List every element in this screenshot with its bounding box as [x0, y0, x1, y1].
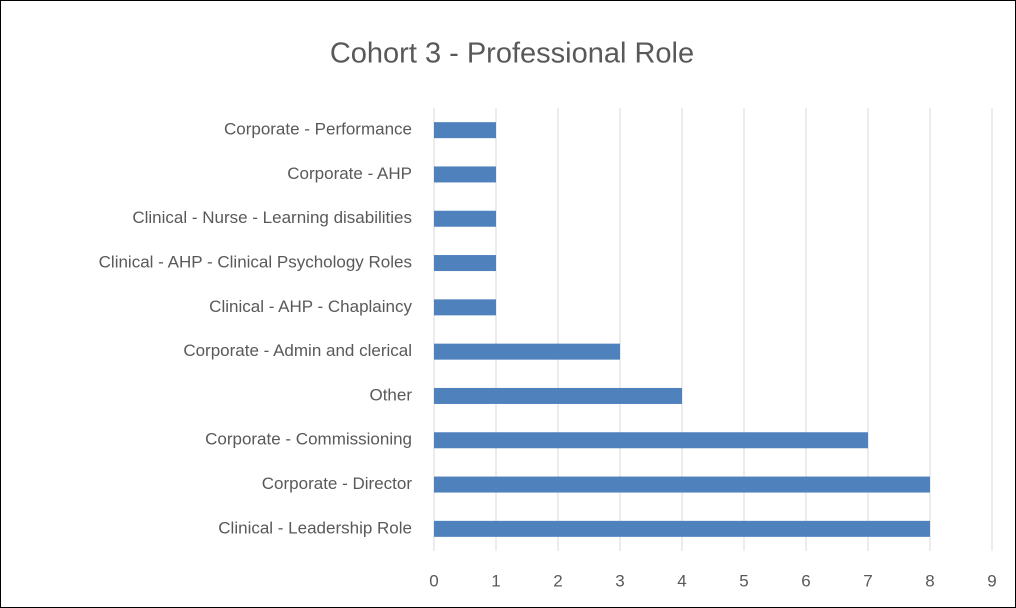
bar [434, 387, 682, 404]
y-tick-label: Clinical - AHP - Chaplaincy [209, 297, 412, 316]
x-tick-label: 4 [677, 571, 686, 590]
x-tick-label: 1 [491, 571, 500, 590]
y-tick-label: Corporate - Commissioning [205, 430, 412, 449]
y-tick-label: Clinical - Nurse - Learning disabilities [132, 208, 412, 227]
bar [434, 476, 930, 493]
y-tick-label: Corporate - Director [262, 474, 413, 493]
x-tick-label: 5 [739, 571, 748, 590]
bar [434, 166, 496, 183]
bar [434, 255, 496, 272]
bar [434, 432, 868, 449]
x-tick-label: 6 [801, 571, 810, 590]
x-tick-label: 2 [553, 571, 562, 590]
x-tick-label: 3 [615, 571, 624, 590]
x-tick-label: 7 [863, 571, 872, 590]
y-tick-label: Clinical - AHP - Clinical Psychology Rol… [99, 253, 412, 272]
chart-title: Cohort 3 - Professional Role [330, 38, 694, 70]
x-tick-label: 9 [987, 571, 996, 590]
bar [434, 343, 620, 360]
x-tick-label: 8 [925, 571, 934, 590]
bar [434, 299, 496, 316]
bar [434, 520, 930, 537]
y-tick-label: Other [369, 385, 412, 404]
y-tick-label: Corporate - Admin and clerical [183, 341, 412, 360]
y-tick-label: Corporate - AHP [287, 164, 412, 183]
bar [434, 122, 496, 139]
bar [434, 210, 496, 227]
y-tick-label: Corporate - Performance [224, 120, 412, 139]
x-tick-label: 0 [429, 571, 438, 590]
y-tick-label: Clinical - Leadership Role [218, 518, 412, 537]
